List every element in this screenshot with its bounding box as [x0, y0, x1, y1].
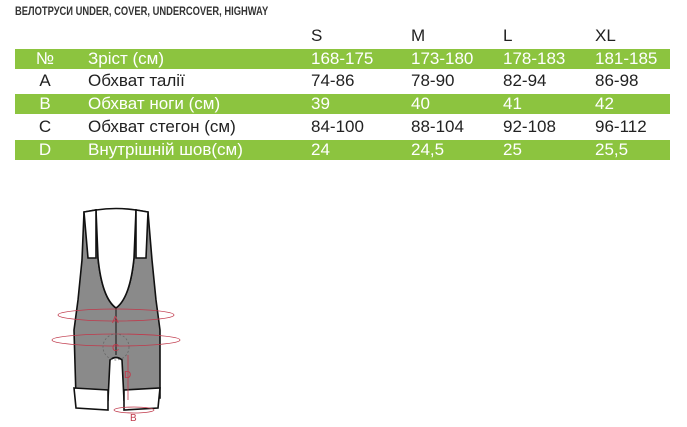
table-row-leg: B Обхват ноги (см) 39 40 41 42: [15, 94, 670, 114]
cell: 78-90: [411, 71, 455, 90]
cell: 24: [311, 140, 330, 159]
page-title: ВЕЛОТРУСИ UNDER, COVER, UNDERCOVER, HIGH…: [15, 4, 269, 18]
label-b: B: [130, 413, 137, 424]
cell: 24,5: [411, 140, 445, 159]
cell: 88-104: [411, 117, 464, 136]
size-s: S: [311, 26, 323, 45]
row-key: №: [35, 49, 55, 68]
table-row-height: № Зріст (см) 168-175 173-180 178-183 181…: [15, 49, 670, 69]
size-m: M: [411, 26, 426, 45]
cell: 40: [411, 94, 430, 113]
cell: 25: [503, 140, 522, 159]
size-xl: XL: [595, 26, 616, 45]
measurement-lines: [51, 308, 181, 414]
row-label: Обхват стегон (см): [88, 117, 236, 136]
cell: 96-112: [595, 117, 647, 136]
cell: 41: [503, 94, 522, 113]
row-label: Зріст (см): [88, 49, 165, 68]
row-label: Обхват ноги (см): [88, 94, 221, 113]
cell: 25,5: [595, 140, 629, 159]
row-key: B: [39, 94, 51, 113]
cell: 84-100: [311, 117, 364, 136]
cell: 82-94: [503, 71, 547, 90]
cell: 178-183: [503, 49, 566, 68]
label-a: A: [112, 315, 119, 326]
cell: 168-175: [311, 49, 374, 68]
cell: 74-86: [311, 71, 355, 90]
cell: 42: [595, 94, 614, 113]
row-key: A: [39, 71, 51, 90]
row-label: Внутрішній шов(см): [88, 140, 243, 159]
table-row-waist: A Обхват талії 74-86 78-90 82-94 86-98: [15, 71, 670, 91]
size-header-row: S M L XL: [15, 26, 670, 46]
cell: 86-98: [595, 71, 639, 90]
label-c: C: [112, 343, 119, 354]
table-row-inseam: D Внутрішній шов(см) 24 24,5 25 25,5: [15, 140, 670, 160]
size-l: L: [503, 26, 513, 45]
table-row-hips: C Обхват стегон (см) 84-100 88-104 92-10…: [15, 117, 670, 137]
cell: 181-185: [595, 49, 658, 68]
cell: 92-108: [503, 117, 556, 136]
row-key: C: [38, 117, 52, 136]
row-key: D: [38, 140, 52, 159]
cell: 39: [311, 94, 330, 113]
cell: 173-180: [411, 49, 474, 68]
label-d: D: [124, 370, 131, 381]
row-label: Обхват талії: [88, 71, 185, 90]
